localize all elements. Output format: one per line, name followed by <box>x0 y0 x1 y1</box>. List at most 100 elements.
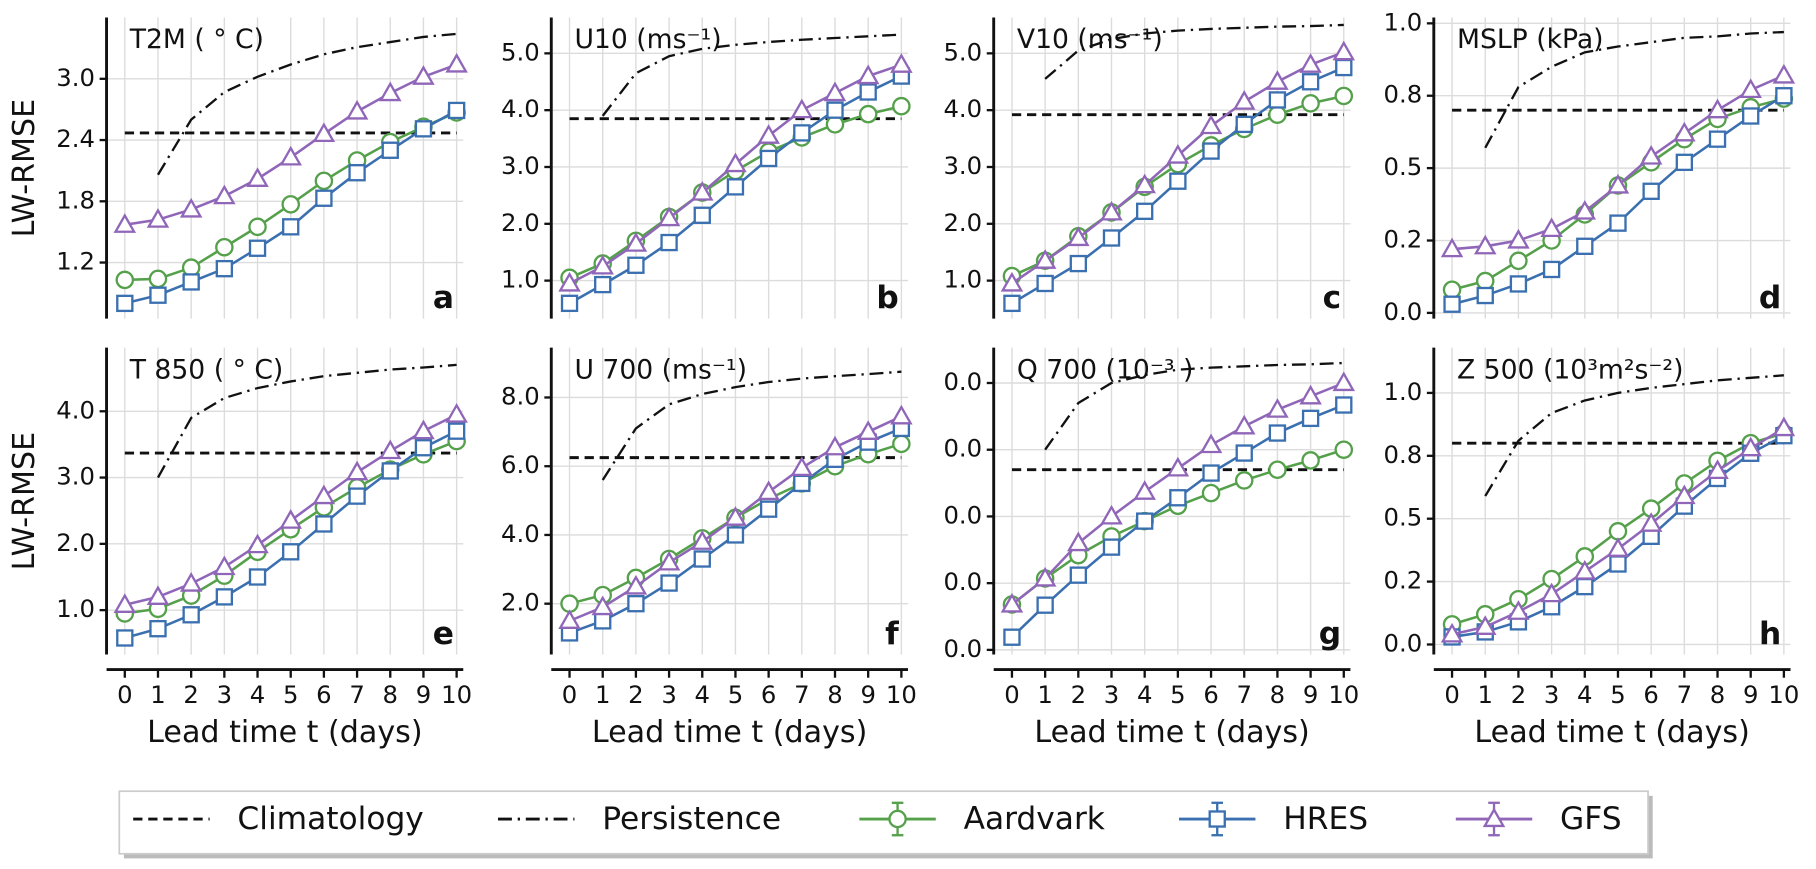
x-tick-label: 1 <box>1478 680 1493 709</box>
marker-triangle <box>146 585 170 605</box>
x-tick-label: 8 <box>1270 680 1285 709</box>
marker-square <box>1069 566 1088 584</box>
panel-label: a <box>433 280 454 316</box>
marker-triangle <box>412 419 435 440</box>
y-tick-label: 0.0 <box>943 434 982 463</box>
marker-square <box>627 594 645 613</box>
marker-circle <box>1334 440 1354 459</box>
marker-square <box>248 239 267 257</box>
panel-title: V10 (ms⁻¹) <box>1017 24 1163 55</box>
marker-square <box>1675 153 1694 172</box>
marker-triangle <box>1739 78 1762 99</box>
series-line <box>1044 361 1344 451</box>
marker-triangle <box>1606 537 1630 557</box>
marker-triangle <box>1440 622 1464 643</box>
x-tick-label: 1 <box>150 680 165 709</box>
marker-circle <box>1608 522 1628 541</box>
y-tick-label: 1.2 <box>56 247 95 276</box>
marker-square <box>348 164 366 182</box>
marker-triangle <box>279 509 302 529</box>
marker-triangle <box>1133 173 1156 194</box>
panel-title: T 850 ( ° C) <box>129 354 284 385</box>
marker-square <box>315 515 333 533</box>
marker-square <box>660 233 678 252</box>
marker-triangle <box>1673 484 1696 505</box>
marker-square <box>414 439 433 457</box>
marker-triangle <box>179 197 203 218</box>
legend-label: GFS <box>1560 801 1622 837</box>
marker-circle <box>1268 105 1287 124</box>
marker-triangle <box>1540 217 1563 238</box>
marker-square <box>594 612 612 630</box>
marker-square <box>348 487 366 505</box>
y-tick-label: 1.8 <box>56 185 95 214</box>
y-tick-label: 5.0 <box>943 37 982 66</box>
marker-square <box>182 273 200 291</box>
marker-square <box>1202 142 1220 160</box>
marker-square <box>1235 115 1253 134</box>
marker-square <box>116 294 134 313</box>
marker-square <box>1335 58 1353 77</box>
panel-label: e <box>433 616 454 652</box>
marker-triangle <box>345 460 369 481</box>
y-tick-label: 5.0 <box>501 37 540 66</box>
marker-square <box>1169 489 1187 507</box>
x-tick-label: 2 <box>1071 680 1086 709</box>
marker-triangle <box>1639 144 1663 165</box>
marker-triangle <box>856 420 880 440</box>
marker-triangle <box>890 53 913 73</box>
panel-label: g <box>1319 616 1341 652</box>
x-tick-label: 9 <box>1743 680 1758 709</box>
marker-square <box>1169 172 1187 190</box>
marker-triangle <box>1166 144 1190 164</box>
x-tick-label: 2 <box>1511 680 1526 709</box>
marker-triangle <box>856 64 880 85</box>
y-tick-label: 3.0 <box>501 151 540 180</box>
marker-triangle <box>1166 456 1190 477</box>
marker-triangle <box>1033 566 1057 587</box>
legend-label: Aardvark <box>964 801 1106 837</box>
marker-triangle <box>657 206 681 227</box>
marker-square <box>1509 275 1528 293</box>
x-tick-label: 0 <box>562 680 577 709</box>
y-tick-label: 0.0 <box>943 500 982 529</box>
marker-triangle <box>1299 53 1322 73</box>
x-tick-label: 5 <box>1170 680 1185 709</box>
panel-label: d <box>1759 280 1781 316</box>
marker-triangle <box>1706 98 1729 119</box>
marker-triangle <box>379 81 402 102</box>
marker-triangle <box>1507 600 1530 620</box>
marker-square <box>1609 214 1627 232</box>
marker-triangle <box>412 65 435 85</box>
marker-square <box>1003 628 1021 646</box>
y-tick-label: 2.4 <box>56 124 95 153</box>
marker-circle <box>1234 471 1254 490</box>
marker-triangle <box>379 439 402 460</box>
marker-triangle <box>213 184 236 205</box>
marker-circle <box>858 104 878 124</box>
marker-circle <box>248 217 267 237</box>
marker-triangle <box>279 145 302 166</box>
legend-label: Persistence <box>602 801 781 837</box>
marker-square <box>447 101 466 120</box>
x-tick-label: 10 <box>886 680 917 709</box>
y-tick-label: 0.5 <box>1384 152 1423 181</box>
marker-triangle <box>246 533 269 554</box>
marker-square <box>1775 87 1793 105</box>
x-axis-label: Lead time t (days) <box>592 715 867 750</box>
marker-triangle <box>757 124 780 144</box>
x-tick-label: 1 <box>595 680 610 709</box>
x-tick-label: 0 <box>117 680 132 709</box>
x-tick-label: 6 <box>1643 680 1658 709</box>
marker-square <box>182 606 200 624</box>
marker-circle <box>888 809 907 829</box>
y-tick-label: 0.2 <box>1384 566 1423 595</box>
marker-square <box>447 422 466 440</box>
series-line <box>156 363 457 479</box>
y-tick-label: 2.0 <box>56 528 95 557</box>
y-tick-label: 0.0 <box>943 367 982 396</box>
x-tick-label: 2 <box>628 680 643 709</box>
series-line <box>156 32 457 176</box>
marker-triangle <box>113 213 137 233</box>
marker-triangle <box>1199 433 1223 454</box>
